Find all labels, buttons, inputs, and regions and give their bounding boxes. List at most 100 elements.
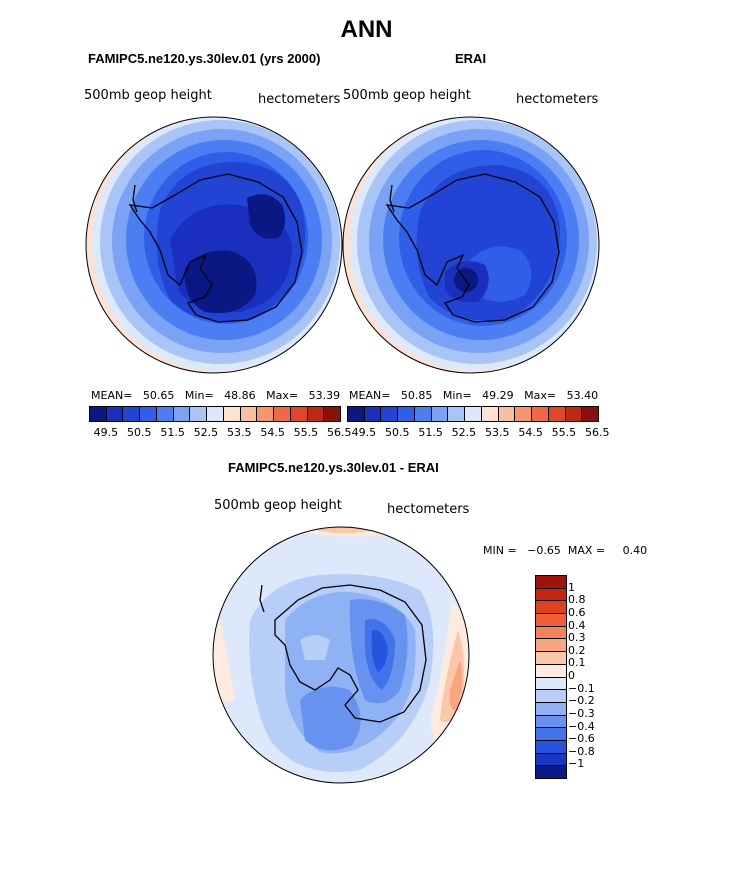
panel-1-stats: MEAN= 50.65 Min= 48.86 Max= 53.39	[91, 389, 341, 402]
colorbar-swatch	[515, 407, 533, 421]
colorbar-tick-label: 54.5	[260, 426, 285, 439]
panel-2-field-label: 500mb geop height	[343, 88, 471, 103]
colorbar-tick-label: −0.1	[568, 681, 595, 695]
colorbar-swatch	[582, 407, 599, 421]
colorbar-swatch	[532, 407, 549, 421]
colorbar-tick-label: 0.3	[568, 631, 586, 645]
colorbar-tick-label: 49.5	[93, 426, 119, 439]
panel-2-antarctica-coastline	[385, 173, 560, 323]
panel-2-colorbar	[347, 406, 599, 422]
difference-colorbar	[535, 575, 567, 779]
panel-1-colorbar	[89, 406, 341, 422]
colorbar-tick-label: 0.2	[568, 643, 586, 657]
colorbar-tick-label: 51.5	[418, 426, 443, 439]
difference-antarctica-coastline	[259, 584, 427, 723]
colorbar-swatch	[536, 614, 566, 627]
difference-field-label: 500mb geop height	[214, 498, 342, 513]
colorbar-swatch	[140, 407, 157, 421]
colorbar-tick-label: −0.8	[568, 744, 595, 758]
colorbar-swatch	[348, 407, 365, 421]
colorbar-tick-label: 56.5	[585, 426, 610, 439]
colorbar-swatch	[536, 690, 566, 703]
colorbar-tick-label: 52.5	[451, 426, 477, 439]
colorbar-swatch	[156, 407, 174, 421]
colorbar-tick-label: 0	[568, 669, 575, 682]
colorbar-swatch	[307, 407, 325, 421]
colorbar-tick-label: 53.5	[227, 426, 252, 439]
colorbar-swatch	[381, 407, 399, 421]
colorbar-swatch	[465, 407, 482, 421]
panel-2-units: hectometers	[516, 92, 599, 107]
colorbar-tick-label: 1	[568, 580, 575, 594]
colorbar-swatch	[173, 407, 191, 421]
colorbar-swatch	[257, 407, 275, 421]
colorbar-swatch	[223, 407, 241, 421]
colorbar-tick-label: 50.5	[385, 426, 410, 439]
colorbar-tick-label: 55.5	[293, 426, 319, 439]
colorbar-tick-label: 49.5	[351, 426, 377, 439]
colorbar-tick-label: 56.5	[327, 426, 352, 439]
panel-1-units: hectometers	[258, 92, 341, 107]
colorbar-tick-label: 50.5	[127, 426, 152, 439]
figure-title: ANN	[340, 16, 393, 43]
colorbar-tick-label: 0.8	[568, 593, 586, 607]
colorbar-swatch	[364, 407, 382, 421]
colorbar-swatch	[106, 407, 124, 421]
colorbar-tick-label: −0.4	[568, 719, 595, 733]
colorbar-swatch	[536, 728, 566, 741]
colorbar-swatch	[536, 626, 566, 640]
colorbar-tick-label: 0.6	[568, 605, 586, 619]
panel-2-title: ERAI	[455, 51, 487, 66]
colorbar-tick-label: −0.3	[568, 706, 595, 720]
colorbar-tick-label: 52.5	[193, 426, 219, 439]
colorbar-swatch	[190, 407, 208, 421]
colorbar-swatch	[90, 407, 107, 421]
panel-1-field-label: 500mb geop height	[84, 88, 212, 103]
colorbar-swatch	[536, 740, 566, 754]
colorbar-swatch	[431, 407, 449, 421]
colorbar-swatch	[448, 407, 466, 421]
colorbar-swatch	[536, 766, 566, 778]
colorbar-tick-label: −1	[568, 757, 585, 771]
colorbar-swatch	[536, 652, 566, 665]
panel-2-map	[343, 117, 599, 373]
panel-1-map	[86, 117, 342, 373]
colorbar-tick-label: 0.1	[568, 656, 586, 670]
colorbar-tick-label: 55.5	[551, 426, 577, 439]
colorbar-swatch	[324, 407, 341, 421]
colorbar-swatch	[536, 702, 566, 716]
colorbar-swatch	[290, 407, 308, 421]
colorbar-tick-label: 54.5	[518, 426, 543, 439]
difference-map	[213, 527, 469, 783]
colorbar-tick-label: 51.5	[160, 426, 185, 439]
panel-2-stats: MEAN= 50.85 Min= 49.29 Max= 53.40	[349, 389, 599, 402]
colorbar-tick-label: 53.5	[485, 426, 510, 439]
difference-units: hectometers	[387, 502, 470, 517]
colorbar-swatch	[536, 677, 566, 691]
colorbar-swatch	[498, 407, 516, 421]
panel-1-antarctica-coastline	[128, 173, 303, 323]
colorbar-swatch	[414, 407, 432, 421]
colorbar-swatch	[240, 407, 258, 421]
colorbar-tick-label: −0.6	[568, 732, 595, 746]
colorbar-swatch	[536, 664, 566, 678]
difference-title: FAMIPC5.ne120.ys.30lev.01 - ERAI	[228, 460, 439, 475]
colorbar-swatch	[536, 753, 566, 767]
colorbar-swatch	[536, 639, 566, 653]
colorbar-tick-label: −0.2	[568, 694, 595, 708]
colorbar-swatch	[548, 407, 566, 421]
panel-1-title: FAMIPC5.ne120.ys.30lev.01 (yrs 2000)	[88, 51, 321, 66]
colorbar-swatch	[398, 407, 415, 421]
difference-min-max: MIN = −0.65 MAX = 0.40	[483, 544, 648, 557]
colorbar-swatch	[274, 407, 291, 421]
colorbar-swatch	[123, 407, 141, 421]
colorbar-swatch	[481, 407, 499, 421]
colorbar-swatch	[536, 588, 566, 602]
colorbar-swatch	[536, 715, 566, 729]
colorbar-swatch	[565, 407, 583, 421]
colorbar-swatch	[536, 601, 566, 615]
colorbar-tick-label: 0.4	[568, 618, 586, 632]
colorbar-swatch	[536, 576, 566, 589]
colorbar-swatch	[207, 407, 224, 421]
